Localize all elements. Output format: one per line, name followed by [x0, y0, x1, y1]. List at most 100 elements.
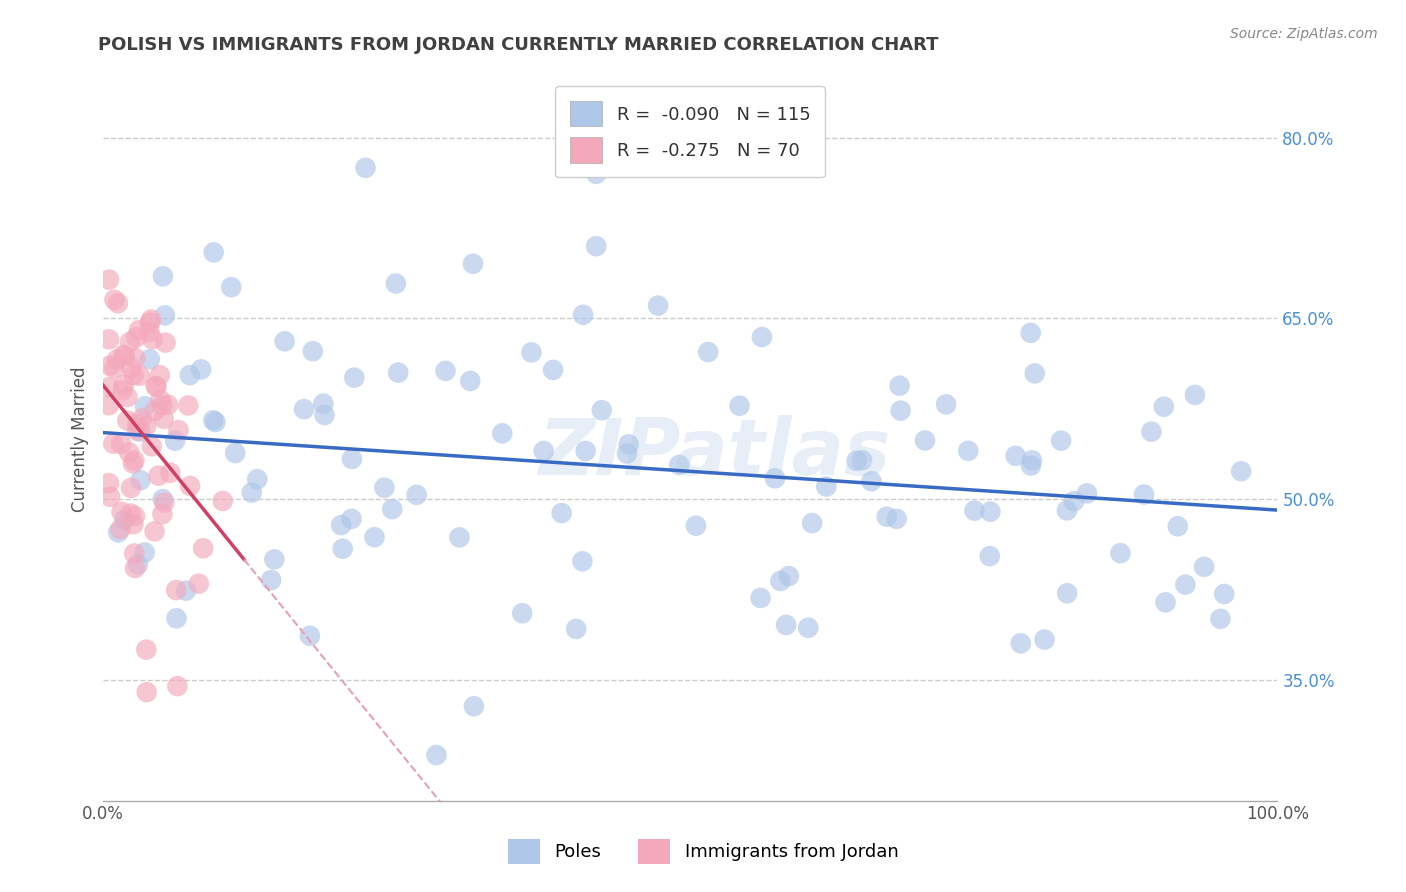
Point: [340, 512, 363, 526]
Point: [134, 399, 156, 413]
Point: [585, 167, 607, 181]
Point: [668, 458, 690, 472]
Point: [797, 621, 820, 635]
Point: [914, 434, 936, 448]
Point: [143, 524, 166, 539]
Point: [139, 312, 162, 326]
Point: [565, 622, 588, 636]
Point: [122, 517, 145, 532]
Point: [778, 569, 800, 583]
Point: [219, 280, 242, 294]
Point: [174, 583, 197, 598]
Point: [153, 309, 176, 323]
Point: [112, 513, 135, 527]
Point: [127, 558, 149, 572]
Point: [129, 473, 152, 487]
Point: [145, 379, 167, 393]
Point: [246, 472, 269, 486]
Point: [434, 364, 457, 378]
Point: [120, 507, 142, 521]
Point: [120, 481, 142, 495]
Point: [405, 488, 427, 502]
Point: [204, 415, 226, 429]
Point: [98, 398, 121, 412]
Point: [575, 444, 598, 458]
Point: [121, 456, 143, 470]
Point: [591, 403, 613, 417]
Point: [127, 417, 149, 431]
Point: [1004, 449, 1026, 463]
Point: [330, 518, 353, 533]
Point: [957, 443, 980, 458]
Point: [190, 362, 212, 376]
Point: [751, 330, 773, 344]
Point: [1230, 464, 1253, 478]
Point: [647, 299, 669, 313]
Point: [1153, 400, 1175, 414]
Point: [122, 368, 145, 382]
Point: [1109, 546, 1132, 560]
Point: [165, 611, 187, 625]
Point: [143, 404, 166, 418]
Point: [145, 379, 167, 393]
Point: [135, 419, 157, 434]
Point: [889, 378, 911, 392]
Point: [458, 374, 481, 388]
Point: [1024, 367, 1046, 381]
Point: [273, 334, 295, 349]
Point: [152, 399, 174, 413]
Point: [103, 293, 125, 307]
Point: [152, 507, 174, 521]
Point: [177, 399, 200, 413]
Point: [1167, 519, 1189, 533]
Point: [165, 434, 187, 448]
Point: [166, 679, 188, 693]
Point: [224, 446, 246, 460]
Point: [125, 424, 148, 438]
Point: [1076, 486, 1098, 500]
Point: [165, 583, 187, 598]
Point: [332, 541, 354, 556]
Point: [572, 308, 595, 322]
Point: [111, 383, 134, 397]
Point: [125, 330, 148, 344]
Point: [105, 352, 128, 367]
Point: [141, 332, 163, 346]
Point: [112, 348, 135, 362]
Point: [152, 492, 174, 507]
Point: [124, 351, 146, 365]
Point: [112, 377, 135, 392]
Point: [292, 402, 315, 417]
Point: [167, 423, 190, 437]
Point: [340, 452, 363, 467]
Point: [187, 576, 209, 591]
Point: [131, 411, 153, 425]
Point: [1050, 434, 1073, 448]
Point: [153, 495, 176, 509]
Point: [211, 494, 233, 508]
Point: [1209, 612, 1232, 626]
Point: [155, 335, 177, 350]
Point: [298, 629, 321, 643]
Point: [585, 239, 607, 253]
Point: [128, 323, 150, 337]
Point: [202, 413, 225, 427]
Point: [179, 479, 201, 493]
Point: [1154, 595, 1177, 609]
Point: [354, 161, 377, 175]
Point: [1140, 425, 1163, 439]
Point: [191, 541, 214, 556]
Point: [775, 618, 797, 632]
Point: [103, 436, 125, 450]
Point: [1019, 458, 1042, 473]
Point: [98, 476, 121, 491]
Point: [314, 408, 336, 422]
Point: [763, 471, 786, 485]
Point: [890, 403, 912, 417]
Point: [129, 368, 152, 383]
Point: [110, 522, 132, 536]
Point: [1021, 453, 1043, 467]
Point: [117, 390, 139, 404]
Legend: R =  -0.090   N = 115, R =  -0.275   N = 70 : R = -0.090 N = 115, R = -0.275 N = 70: [555, 87, 825, 178]
Point: [851, 453, 873, 467]
